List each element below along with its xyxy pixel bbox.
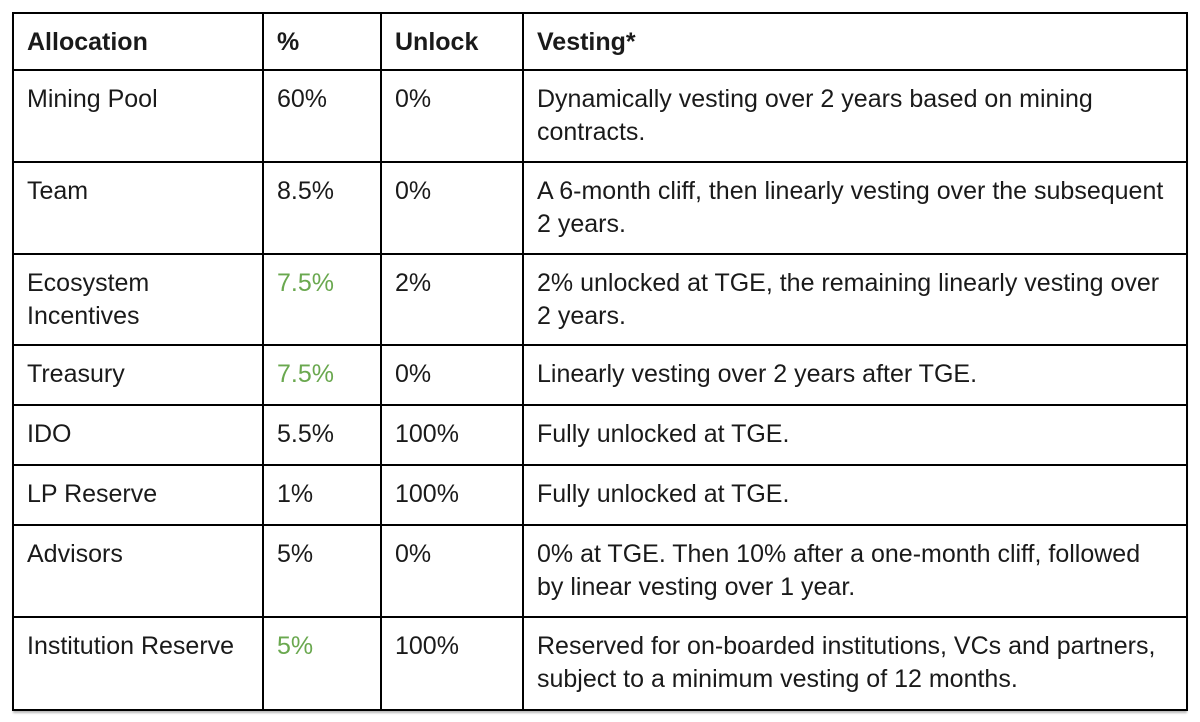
unlock-cell: 0% [380,344,524,406]
vesting-cell: Linearly vesting over 2 years after TGE. [522,344,1188,406]
table-row: Treasury 7.5% 0% Linearly vesting over 2… [12,344,1188,406]
allocation-cell: Treasury [12,344,264,406]
table-row: LP Reserve 1% 100% Fully unlocked at TGE… [12,464,1188,526]
table-row: IDO 5.5% 100% Fully unlocked at TGE. [12,404,1188,466]
table-row: Mining Pool 60% 0% Dynamically vesting o… [12,69,1188,163]
table-header-row: Allocation % Unlock Vesting* [12,12,1188,71]
allocation-cell: Institution Reserve [12,616,264,711]
percent-cell: 8.5% [262,161,382,255]
allocation-cell: Advisors [12,524,264,618]
vesting-cell: Fully unlocked at TGE. [522,464,1188,526]
table-row: Ecosystem Incentives 7.5% 2% 2% unlocked… [12,253,1188,346]
unlock-cell: 2% [380,253,524,346]
table-row: Team 8.5% 0% A 6-month cliff, then linea… [12,161,1188,255]
percent-cell: 5.5% [262,404,382,466]
unlock-cell: 0% [380,161,524,255]
allocation-cell: LP Reserve [12,464,264,526]
unlock-cell: 0% [380,69,524,163]
allocation-cell: Team [12,161,264,255]
vesting-cell: Reserved for on-boarded institutions, VC… [522,616,1188,711]
vesting-cell: 0% at TGE. Then 10% after a one-month cl… [522,524,1188,618]
unlock-cell: 100% [380,616,524,711]
unlock-cell: 0% [380,524,524,618]
allocation-vesting-table: Allocation % Unlock Vesting* Mining Pool… [12,12,1188,711]
vesting-cell: Dynamically vesting over 2 years based o… [522,69,1188,163]
table-row: Advisors 5% 0% 0% at TGE. Then 10% after… [12,524,1188,618]
allocation-cell: Ecosystem Incentives [12,253,264,346]
vesting-cell: 2% unlocked at TGE, the remaining linear… [522,253,1188,346]
percent-cell: 5% [262,616,382,711]
column-header-vesting: Vesting* [522,12,1188,71]
allocation-cell: IDO [12,404,264,466]
unlock-cell: 100% [380,464,524,526]
column-header-percent: % [262,12,382,71]
percent-cell: 1% [262,464,382,526]
allocation-table-container: Allocation % Unlock Vesting* Mining Pool… [12,12,1188,711]
vesting-cell: Fully unlocked at TGE. [522,404,1188,466]
percent-cell: 60% [262,69,382,163]
column-header-unlock: Unlock [380,12,524,71]
percent-cell: 7.5% [262,344,382,406]
allocation-cell: Mining Pool [12,69,264,163]
table-row: Institution Reserve 5% 100% Reserved for… [12,616,1188,711]
table-body: Mining Pool 60% 0% Dynamically vesting o… [12,69,1188,711]
vesting-cell: A 6-month cliff, then linearly vesting o… [522,161,1188,255]
unlock-cell: 100% [380,404,524,466]
percent-cell: 5% [262,524,382,618]
percent-cell: 7.5% [262,253,382,346]
column-header-allocation: Allocation [12,12,264,71]
